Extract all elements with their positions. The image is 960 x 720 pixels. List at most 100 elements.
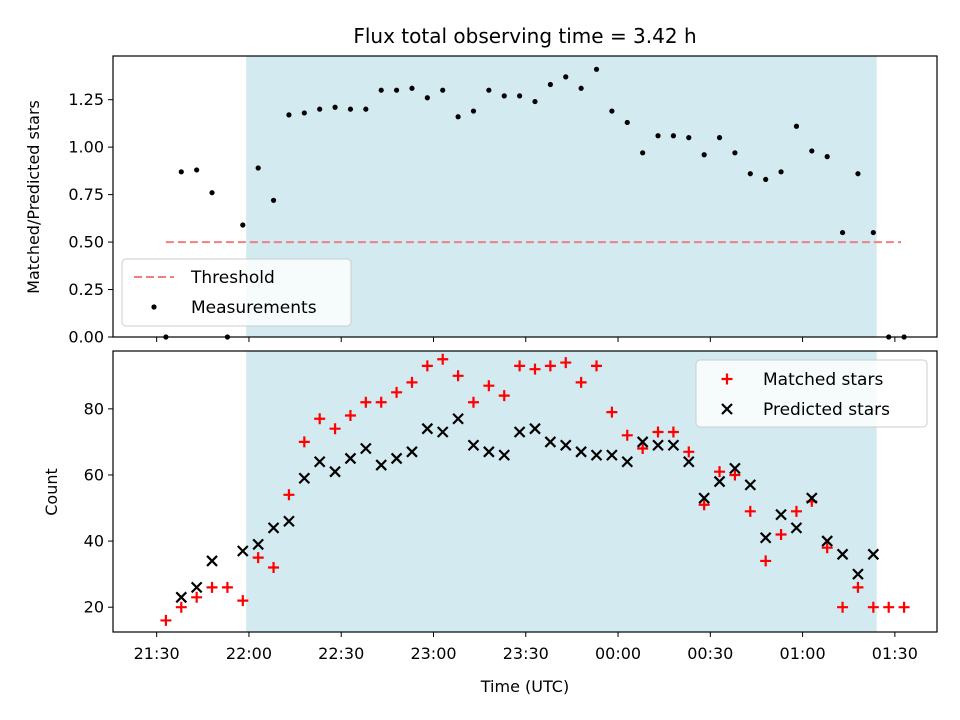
bottom-y-tick-label: 40 bbox=[84, 532, 104, 551]
matched-star-point bbox=[898, 601, 910, 613]
measurement-point bbox=[393, 87, 400, 93]
predicted-star-point bbox=[390, 452, 403, 465]
measurement-point bbox=[270, 197, 277, 203]
predicted-star-point bbox=[575, 446, 587, 458]
measurement-point bbox=[778, 169, 784, 175]
measurement-point bbox=[347, 106, 354, 112]
measurement-point bbox=[593, 66, 600, 72]
matched-star-point bbox=[529, 363, 541, 375]
predicted-star-point bbox=[606, 449, 618, 461]
x-tick-label: 23:00 bbox=[410, 644, 456, 663]
measurement-point bbox=[240, 222, 246, 228]
measurement-point bbox=[363, 106, 369, 112]
legend-measurements-swatch bbox=[151, 304, 157, 310]
predicted-star-point bbox=[683, 455, 695, 468]
legend-matched-label: Matched stars bbox=[763, 370, 883, 390]
x-tick-label: 01:30 bbox=[872, 644, 918, 663]
matched-star-point bbox=[683, 446, 695, 458]
matched-star-point bbox=[360, 396, 372, 408]
top-legend: Threshold Measurements bbox=[121, 258, 352, 327]
measurement-point bbox=[716, 135, 723, 141]
measurement-point bbox=[793, 123, 800, 129]
legend-measurements-label: Measurements bbox=[191, 298, 317, 318]
measurement-point bbox=[547, 81, 553, 88]
matched-star-point bbox=[837, 601, 849, 613]
measurement-point bbox=[701, 152, 707, 158]
measurement-point bbox=[501, 93, 507, 99]
measurement-point bbox=[178, 169, 184, 175]
matched-star-point bbox=[637, 443, 649, 455]
predicted-star-point bbox=[313, 455, 326, 468]
predicted-star-point bbox=[744, 479, 757, 491]
top-frame bbox=[112, 55, 938, 338]
measurement-point bbox=[870, 229, 876, 236]
top-legend-box bbox=[121, 258, 352, 327]
measurement-point bbox=[578, 85, 584, 91]
matched-star-point bbox=[206, 581, 218, 593]
matched-star-point bbox=[744, 505, 756, 517]
predicted-star-point bbox=[559, 439, 572, 451]
predicted-star-point bbox=[529, 422, 541, 435]
matched-star-point bbox=[821, 542, 833, 554]
predicted-star-point bbox=[790, 522, 803, 534]
predicted-star-point bbox=[698, 492, 710, 504]
matched-star-point bbox=[437, 353, 449, 365]
matched-star-point bbox=[790, 505, 802, 517]
x-tick-label: 23:30 bbox=[503, 644, 549, 663]
matched-star-point bbox=[560, 357, 572, 369]
measurement-point bbox=[640, 150, 646, 156]
measurement-point bbox=[732, 150, 738, 156]
measurement-point bbox=[286, 112, 292, 118]
x-tick-label: 00:00 bbox=[595, 644, 641, 663]
top-y-tick-label: 0.25 bbox=[68, 280, 104, 299]
measurement-point bbox=[440, 87, 446, 93]
x-tick-label: 22:00 bbox=[226, 644, 272, 663]
measurement-point bbox=[655, 133, 661, 139]
predicted-star-point bbox=[483, 446, 495, 458]
bottom-y-tick-label: 60 bbox=[84, 465, 104, 484]
predicted-star-point bbox=[498, 449, 511, 461]
predicted-star-point bbox=[283, 515, 295, 528]
predicted-star-point bbox=[544, 436, 557, 448]
predicted-star-point bbox=[406, 446, 418, 458]
measurement-point bbox=[424, 95, 430, 101]
predicted-star-point bbox=[206, 555, 218, 567]
predicted-star-point bbox=[821, 535, 833, 547]
predicted-star-point bbox=[375, 459, 387, 471]
predicted-star-point bbox=[652, 439, 664, 451]
predicted-star-point bbox=[759, 532, 772, 544]
predicted-star-point bbox=[252, 538, 264, 551]
matched-star-point bbox=[344, 409, 356, 421]
measurement-point bbox=[747, 171, 753, 177]
matched-star-point bbox=[621, 429, 633, 441]
bottom-y-tick-label: 80 bbox=[84, 399, 104, 418]
predicted-star-point bbox=[836, 548, 849, 561]
measurement-point bbox=[317, 106, 323, 112]
matched-star-point bbox=[483, 380, 495, 392]
top-y-tick-label: 0.50 bbox=[68, 233, 104, 252]
matched-star-point bbox=[883, 601, 895, 613]
measurement-point bbox=[563, 74, 569, 80]
bottom-panel: 20 40 60 80 21:30 22:00 22:30 23:00 23:30 00:00 00… bbox=[84, 350, 938, 663]
measurement-point bbox=[809, 148, 815, 154]
measurement-point bbox=[332, 104, 338, 110]
predicted-star-point bbox=[729, 462, 741, 475]
matched-star-point bbox=[391, 386, 403, 398]
chart-title: Flux total observing time = 3.42 h bbox=[353, 24, 696, 48]
legend-predicted-swatch bbox=[721, 403, 733, 415]
matched-star-point bbox=[406, 376, 418, 388]
x-tick-label: 01:00 bbox=[780, 644, 826, 663]
matched-star-point bbox=[591, 360, 603, 372]
measurement-point bbox=[686, 135, 692, 141]
measurement-point bbox=[470, 108, 477, 114]
predicted-star-point bbox=[267, 522, 280, 534]
top-y-tick-label: 1.00 bbox=[68, 138, 104, 157]
predicted-star-point bbox=[513, 426, 526, 438]
predicted-star-point bbox=[421, 422, 434, 435]
matched-star-point bbox=[375, 396, 387, 408]
matched-star-point bbox=[329, 423, 341, 435]
measurement-point bbox=[624, 119, 630, 126]
predicted-star-point bbox=[360, 442, 372, 455]
matched-star-point bbox=[221, 581, 233, 593]
matched-star-point bbox=[575, 376, 587, 388]
